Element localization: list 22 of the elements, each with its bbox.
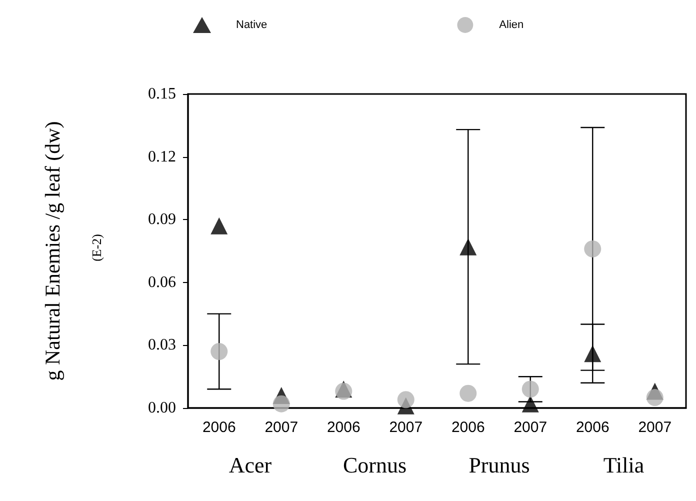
y-tick-label: 0.06 [148, 274, 176, 291]
y-tick-label: 0.15 [148, 86, 176, 102]
text: Acer [228, 452, 272, 478]
y-tick-label: 0.09 [148, 211, 176, 228]
y-tick-label: 0.00 [148, 400, 176, 416]
x-tick-label: 2006 [576, 419, 610, 436]
x-tick-label: 2007 [638, 419, 672, 436]
text: (E-2) [89, 234, 104, 262]
text: Tilia [603, 452, 644, 478]
text: Cornus [342, 452, 407, 478]
y-tick-label: 0.12 [148, 148, 176, 166]
x-tick-label: 2007 [389, 419, 423, 436]
x-tick-label: 2006 [451, 419, 485, 436]
x-tick-label: 2007 [264, 419, 298, 436]
legend-label: Alien [499, 19, 524, 31]
text: Prunus [468, 452, 530, 478]
y-tick-label: 0.03 [148, 336, 176, 354]
x-tick-label: 2006 [326, 419, 360, 436]
legend-label: Native [236, 19, 268, 31]
x-tick-label: 2007 [514, 419, 548, 436]
x-tick-label: 2006 [202, 419, 236, 436]
y-axis-title: g Natural Enemies /g leaf (dw) [40, 121, 64, 381]
